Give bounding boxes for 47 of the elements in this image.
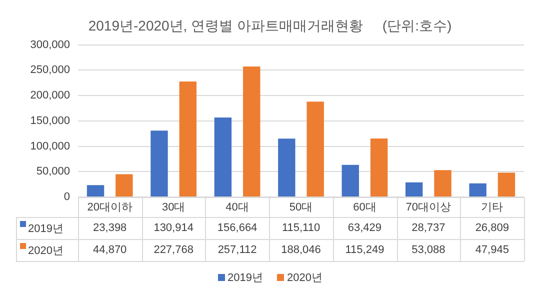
x-tick-label: 기타 xyxy=(481,202,504,214)
bar xyxy=(434,170,452,196)
y-tick-label: 0 xyxy=(64,191,70,204)
data-label: 28,737 xyxy=(412,222,446,234)
bar xyxy=(179,81,197,196)
legend-label: 2020년 xyxy=(28,245,64,258)
y-tick-label: 300,000 xyxy=(30,38,70,51)
data-label: 23,398 xyxy=(93,222,127,234)
data-label: 26,809 xyxy=(475,222,509,234)
y-tick-label: 50,000 xyxy=(36,166,70,178)
bar xyxy=(498,172,516,196)
x-tick-label: 50대 xyxy=(289,202,313,214)
x-tick-label: 30대 xyxy=(162,202,186,214)
bar xyxy=(243,66,260,196)
bar xyxy=(150,130,168,196)
y-tick-label: 250,000 xyxy=(30,64,70,76)
y-tick-label: 200,000 xyxy=(30,90,70,102)
data-label: 63,429 xyxy=(348,222,382,234)
y-tick-label: 150,000 xyxy=(30,114,70,127)
bar xyxy=(278,138,296,196)
bar xyxy=(214,118,232,196)
bar xyxy=(86,185,104,196)
data-label: 53,088 xyxy=(412,244,446,256)
data-label: 227,768 xyxy=(154,244,194,256)
data-label: 257,112 xyxy=(218,244,257,256)
legend-label: 2019년 xyxy=(28,223,64,236)
data-label: 188,046 xyxy=(281,244,321,256)
bar xyxy=(370,138,388,196)
bar xyxy=(342,164,359,196)
data-label: 115,249 xyxy=(345,244,384,256)
bar xyxy=(469,183,486,196)
data-label: 44,870 xyxy=(93,244,127,256)
bar xyxy=(306,102,324,196)
x-tick-label: 20대이하 xyxy=(87,202,132,214)
data-label: 130,914 xyxy=(154,222,194,234)
x-tick-label: 40대 xyxy=(226,202,249,214)
data-label: 156,664 xyxy=(217,222,258,234)
y-tick-label: 100,000 xyxy=(30,140,70,152)
bar xyxy=(405,182,423,196)
data-label: 47,945 xyxy=(475,244,509,256)
bar xyxy=(116,174,133,196)
text: 2019년 xyxy=(228,272,263,284)
chart-title: 2019년-2020년, 연령별 아파트매매거래현황 (단위:호수) xyxy=(88,17,452,34)
data-label: 115,110 xyxy=(282,222,320,234)
text: 2020년 xyxy=(287,272,322,284)
x-tick-label: 60대 xyxy=(353,202,376,214)
x-tick-label: 70대이상 xyxy=(406,202,452,214)
